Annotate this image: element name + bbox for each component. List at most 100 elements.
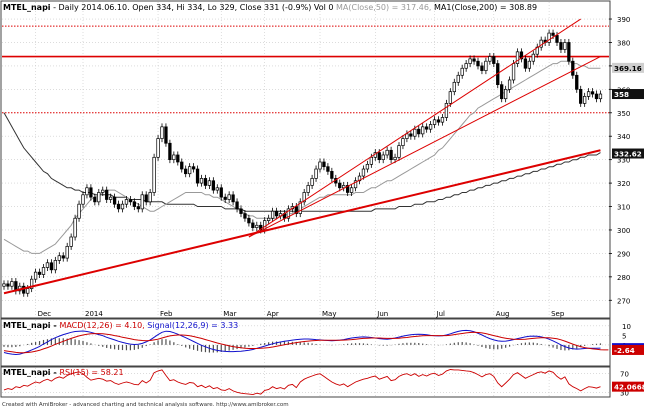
candle-body — [436, 119, 441, 123]
rsi-symbol: MTEL_napi - — [3, 368, 59, 377]
candle-body — [579, 88, 583, 104]
candle-body — [73, 217, 77, 238]
ma50-label: MA(Close,50) = 317.46, — [336, 3, 431, 12]
candle-body — [330, 171, 334, 179]
candle-body — [116, 203, 121, 210]
candle-body — [428, 124, 433, 130]
candle-body — [432, 119, 437, 125]
y-tick-label: 70 — [620, 371, 629, 379]
x-tick-label: Feb — [160, 310, 173, 318]
candle-body — [140, 194, 144, 210]
candle-body — [460, 67, 464, 76]
candle-body — [476, 60, 480, 67]
candle-body — [132, 201, 137, 207]
candle-body — [172, 154, 176, 161]
candle-body — [425, 126, 429, 130]
candle-body — [69, 236, 73, 247]
candle-body — [318, 161, 322, 170]
y-tick-label: 10 — [622, 323, 631, 331]
candle-body — [527, 60, 531, 69]
rsi-line — [3, 369, 601, 396]
candle-body — [176, 154, 180, 163]
candle-body — [160, 126, 164, 139]
candle-body — [401, 138, 405, 146]
candle-body — [211, 180, 216, 191]
candle-body — [188, 166, 192, 175]
candle-body — [511, 63, 516, 81]
candle-body — [33, 271, 38, 280]
candle-body — [590, 91, 595, 95]
y-tick-label: 340 — [617, 133, 630, 141]
rsi-tag: 42.06687 — [614, 383, 645, 392]
candle-body — [101, 189, 105, 193]
candle-body — [444, 103, 449, 118]
x-tick-label: Jun — [376, 310, 388, 318]
candle-body — [456, 74, 460, 83]
candle-body — [81, 194, 85, 205]
trendline — [3, 149, 601, 295]
candle-body — [547, 32, 551, 43]
grid — [2, 2, 609, 396]
candle-body — [409, 133, 413, 137]
candle-body — [239, 208, 243, 214]
horizontal-levels — [2, 25, 609, 114]
candle-body — [219, 187, 223, 198]
candle-body — [215, 187, 219, 191]
y-tick-label: 290 — [617, 250, 630, 258]
signal-line — [3, 331, 609, 354]
axes: Dec 2014 Feb Mar Apr May Jun Jul Aug Sep 270 280 290… — [38, 16, 631, 397]
candle-body — [302, 192, 306, 203]
candle-body — [65, 246, 69, 259]
candle-body — [164, 126, 168, 144]
candle-body — [369, 156, 373, 165]
candle-body — [492, 56, 496, 64]
candle-body — [464, 63, 468, 69]
candle-body — [504, 88, 508, 100]
candle-body — [551, 32, 555, 36]
candle-body — [405, 133, 409, 139]
x-tick-label: Sep — [551, 310, 565, 318]
trendlines — [3, 18, 601, 295]
price-tag: 358 — [614, 90, 629, 99]
candle-body — [448, 91, 452, 104]
rsi-tag-bg — [612, 381, 644, 392]
x-tick-label: Mar — [223, 310, 236, 318]
candle-body — [381, 154, 385, 161]
candle-body — [377, 152, 381, 161]
macd-value-label: MACD(12,26) = 4.10, — [59, 321, 144, 330]
x-tick-label: Dec — [38, 310, 52, 318]
price-tag: 369.16 — [614, 64, 642, 73]
candle-body — [452, 81, 456, 93]
candle-body — [488, 56, 492, 62]
rsi-header: MTEL_napi - RSI(15) = 58.21 — [3, 368, 124, 377]
macd-line — [3, 329, 601, 356]
candle-body — [575, 74, 579, 90]
y-tick-label: 330 — [617, 157, 630, 165]
signal-value-label: Signal(12,26,9) = 3.33 — [147, 321, 238, 330]
candle-body — [598, 93, 603, 100]
candle-body — [417, 128, 421, 135]
candle-body — [346, 185, 350, 193]
macd-header: MTEL_napi - MACD(12,26) = 4.10, Signal(1… — [3, 321, 238, 330]
price-tag-bg — [612, 62, 644, 73]
rsi-pane-frame — [0, 366, 611, 398]
candle-body — [306, 185, 310, 193]
candle-body — [180, 161, 184, 170]
candle-body — [207, 180, 212, 186]
candle-body — [559, 42, 563, 50]
candle-body — [338, 182, 342, 189]
candle-body — [586, 91, 591, 97]
y-tick-label: 30 — [620, 389, 629, 397]
candle-body — [294, 206, 298, 214]
candle-body — [223, 196, 227, 200]
candle-body — [85, 187, 89, 196]
candle-body — [515, 51, 520, 64]
price-header: MTEL_napi - Daily 2014.06.10. Open 334, … — [3, 3, 537, 12]
candle-body — [393, 156, 397, 161]
candle-body — [555, 35, 559, 43]
candle-body — [472, 58, 476, 62]
candle-body — [227, 194, 231, 200]
candle-body — [270, 210, 275, 219]
candle-body — [203, 178, 208, 186]
